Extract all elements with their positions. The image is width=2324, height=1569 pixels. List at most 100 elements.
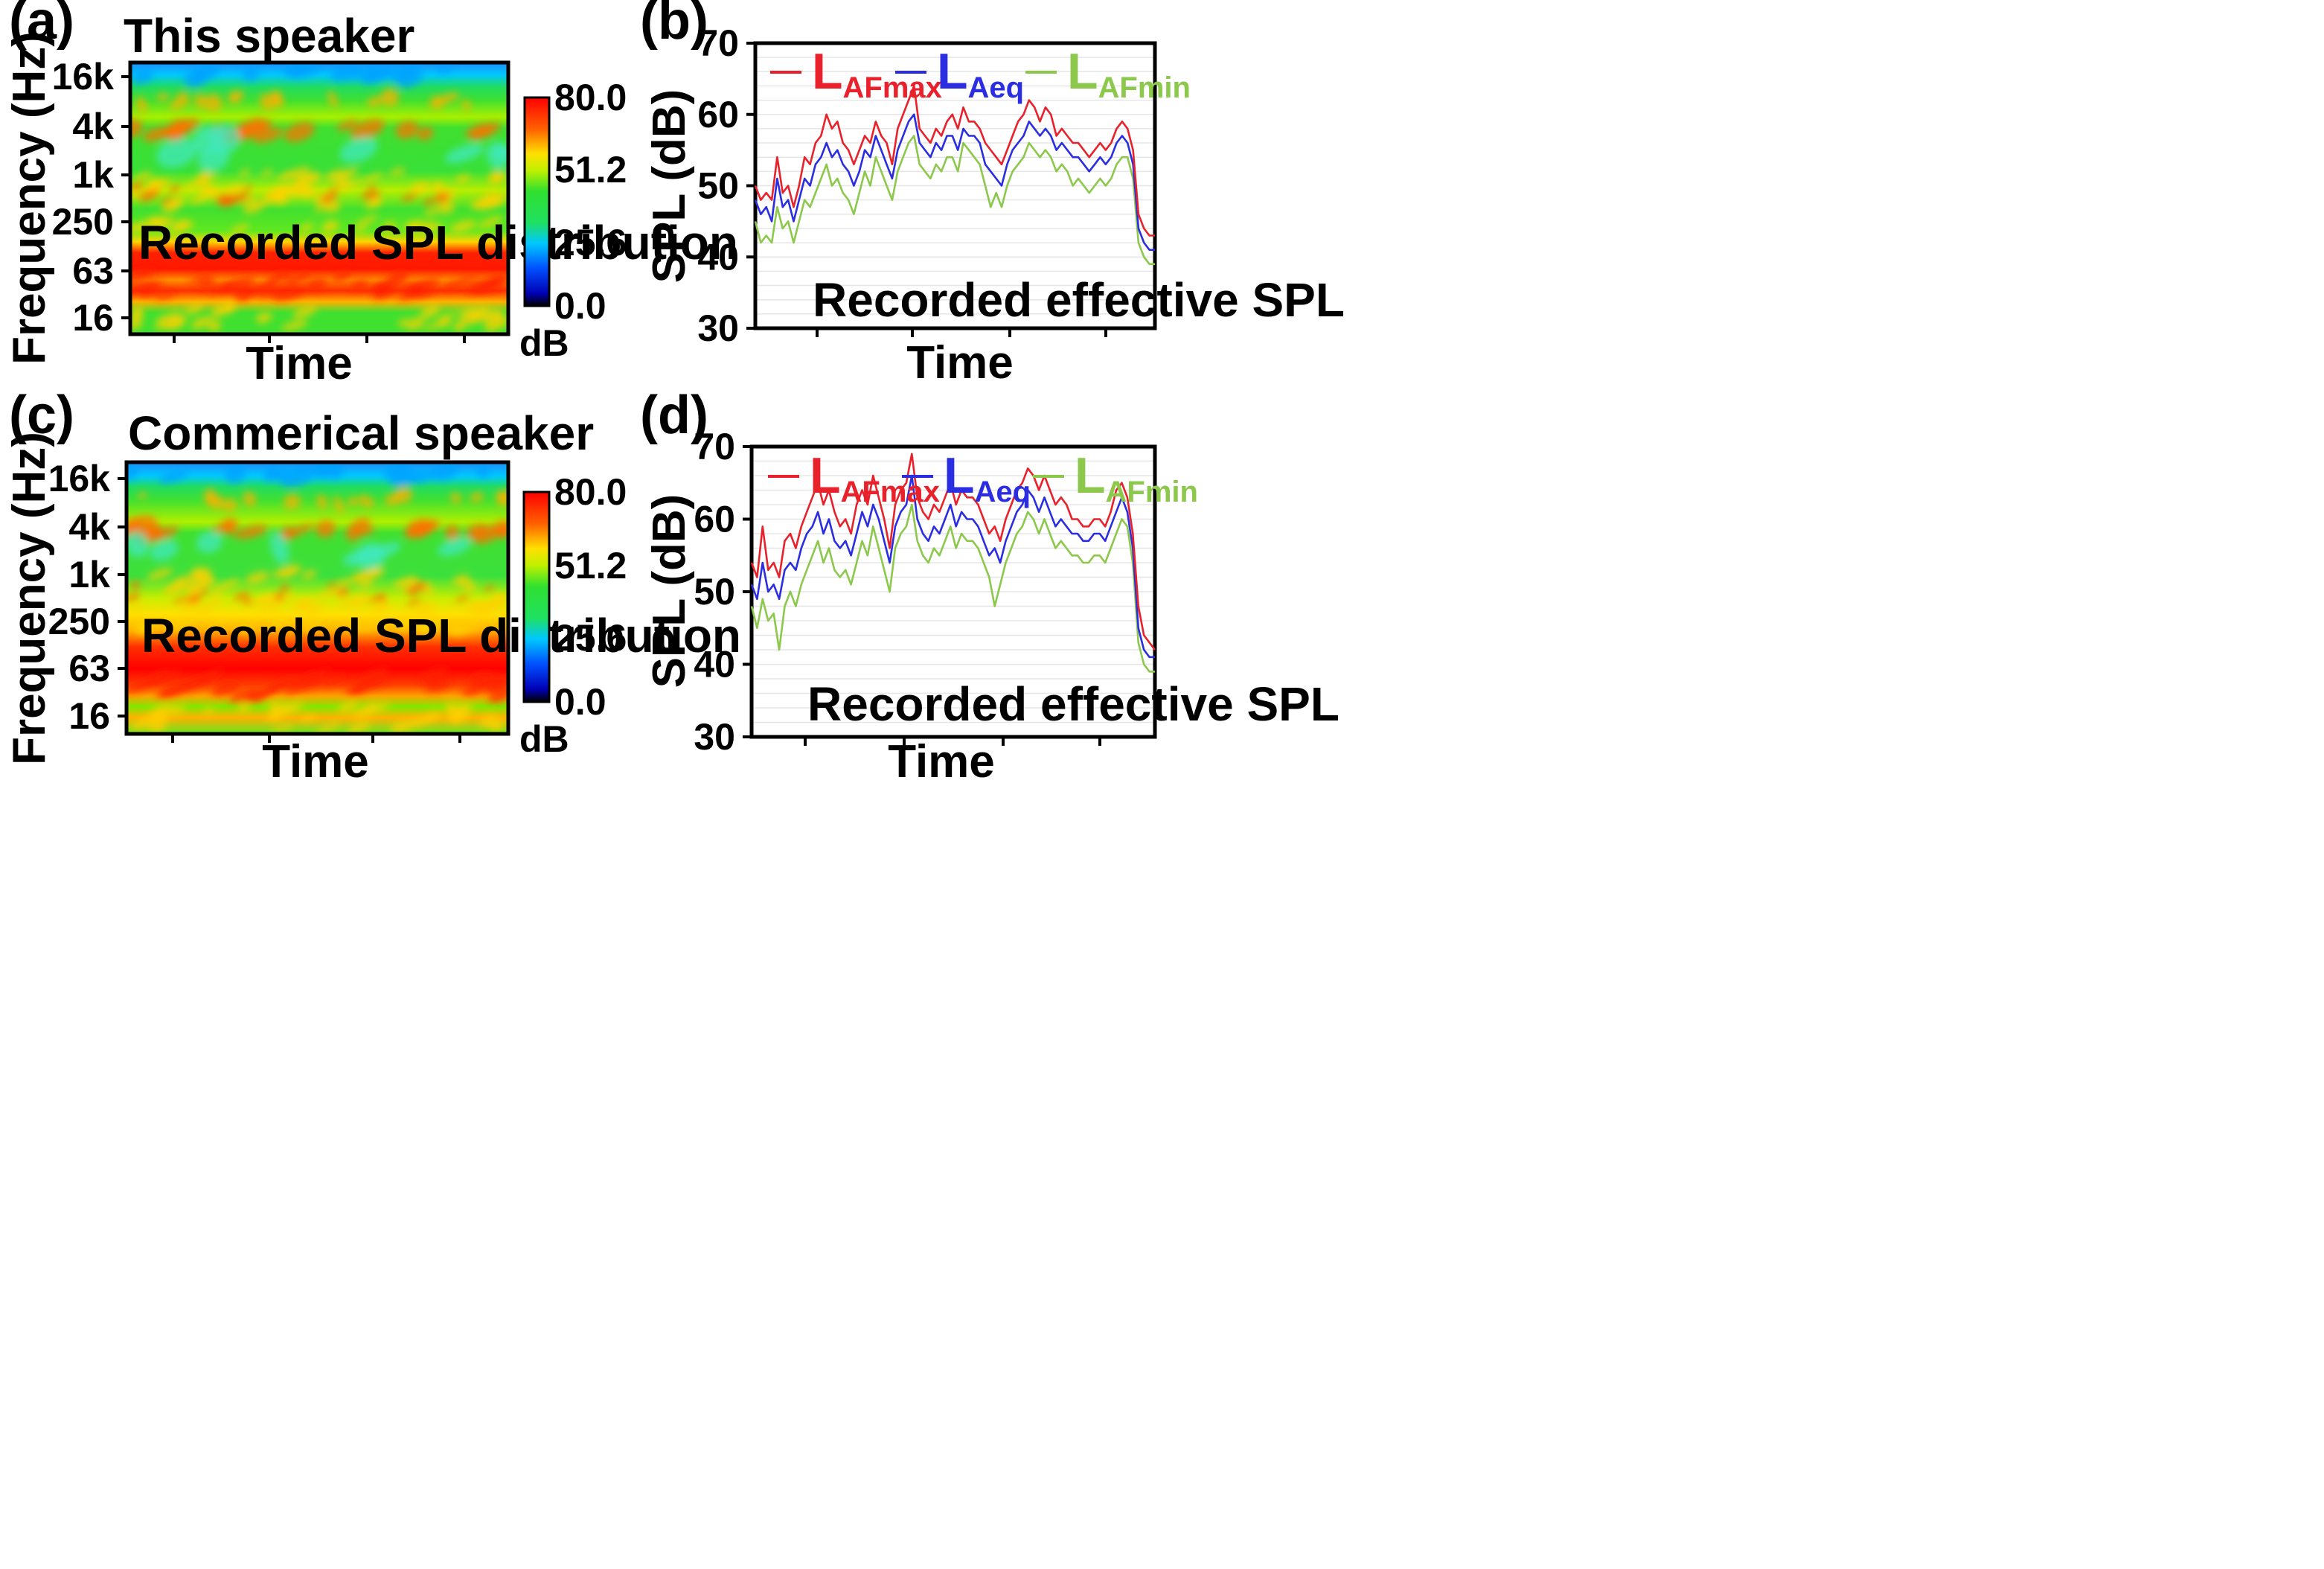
spectrogram-texture [272, 723, 294, 732]
spectrogram-texture [397, 319, 410, 327]
spectrogram-texture [390, 720, 414, 734]
spectrogram-texture [383, 221, 396, 233]
spectrogram-texture [315, 722, 341, 734]
spectrogram-texture [450, 492, 461, 504]
spectrogram-texture [414, 582, 426, 591]
spectrogram-texture [436, 63, 452, 74]
spectrogram-texture [198, 278, 217, 289]
spectrogram-texture [316, 494, 327, 510]
spectrogram-texture [284, 167, 310, 179]
spectrogram-texture [328, 187, 341, 194]
spectrogram-texture [145, 670, 175, 683]
ytick-label: 63 [68, 648, 110, 689]
spectrogram-texture [485, 191, 496, 198]
spectrogram-texture [407, 587, 417, 596]
colorbar-tick-label: 51.2 [554, 149, 627, 191]
ytick-label: 4k [68, 506, 110, 548]
linechart-d-ylabel: SPL (dB) [644, 494, 695, 688]
spectrogram-c-xlabel: Time [262, 736, 369, 787]
spectrogram-texture [336, 578, 353, 587]
ytick-label: 30 [694, 716, 735, 758]
spectrogram-texture [441, 92, 459, 103]
spectrogram-texture [455, 595, 470, 602]
spectrogram-texture [383, 462, 411, 482]
spectrogram-texture [156, 92, 169, 101]
spectrogram-texture [444, 143, 484, 164]
spectrogram-texture [127, 678, 159, 694]
series-line-afmax [750, 453, 1156, 651]
spectrogram-texture [371, 275, 409, 293]
spectrogram-texture [278, 701, 304, 716]
spectrogram-texture [192, 173, 218, 185]
spectrogram-texture [440, 312, 455, 320]
spectrogram-texture [358, 494, 368, 504]
ytick-label: 16 [68, 695, 110, 737]
spectrogram-texture [434, 193, 449, 202]
legend-entry: LAeq [944, 447, 1031, 508]
spectrogram-texture [399, 619, 415, 629]
spectrogram-texture [148, 178, 160, 187]
spectrogram-texture [350, 66, 374, 80]
spectrogram-texture [224, 464, 246, 483]
spectrogram-texture [243, 185, 252, 192]
spectrogram-texture [196, 605, 214, 616]
legend-entry: LAeq [937, 43, 1024, 104]
spectrogram-texture [138, 491, 147, 499]
spectrogram-texture [348, 496, 359, 506]
ytick-label: 1k [68, 554, 110, 595]
spectrogram-texture [476, 464, 490, 479]
spectrogram-texture [313, 462, 332, 479]
spectrogram-texture [368, 594, 385, 603]
ytick-label: 30 [697, 307, 739, 349]
spectrogram-texture [423, 206, 443, 216]
spectrogram-texture [266, 270, 292, 284]
spectrogram-texture [188, 273, 212, 284]
spectrogram-texture [406, 316, 426, 330]
spectrogram-texture [228, 92, 239, 104]
ytick-label: 1k [72, 154, 114, 196]
legend-entry: LAFmin [1075, 447, 1198, 508]
linechart-b-xaxis [816, 328, 1107, 337]
spectrogram-texture [156, 311, 183, 323]
spectrogram-texture [204, 488, 218, 507]
ytick-label: 40 [694, 644, 735, 686]
spectrogram-texture [269, 531, 289, 564]
spectrogram-a [130, 63, 508, 334]
spectrogram-texture [372, 602, 388, 612]
spectrogram-texture [160, 684, 194, 697]
spectrogram-texture [194, 93, 207, 109]
linechart-b-series [754, 85, 1155, 266]
legend-entry: LAFmax [810, 447, 940, 508]
spectrogram-texture [201, 184, 213, 193]
panel-c: (c) Commerical speaker 16k 4k 1k 250 63 16 Re… [4, 386, 741, 787]
spectrogram-texture [449, 220, 476, 233]
spectrogram-texture [350, 119, 385, 140]
spectrogram-texture [420, 304, 441, 319]
spectrogram-texture [272, 287, 306, 301]
spectrogram-texture [147, 569, 173, 580]
spectrogram-texture [452, 575, 470, 587]
series-line-afmax [754, 85, 1155, 237]
ytick-label: 16k [52, 56, 115, 98]
colorbar-tick-label: 0.0 [554, 285, 606, 327]
spectrogram-texture [240, 623, 252, 635]
spectrogram-texture [229, 687, 260, 703]
panel-c-subtitle: Commerical speaker [128, 406, 594, 460]
spectrogram-texture [385, 493, 403, 506]
ytick-label: 63 [72, 250, 114, 292]
spectrogram-texture [238, 169, 251, 176]
linechart-d-series [750, 453, 1156, 673]
linechart-b-ylabel: SPL (dB) [644, 89, 695, 284]
ytick-label: 50 [694, 571, 735, 613]
ytick-label: 250 [52, 201, 114, 243]
linechart-d-annotation: Recorded effective SPL [807, 677, 1339, 731]
colorbar-c-unit: dB [519, 718, 569, 760]
spectrogram-texture [146, 524, 163, 541]
spectrogram-texture [131, 715, 158, 730]
spectrogram-texture [155, 321, 169, 330]
spectrogram-texture [155, 291, 176, 300]
spectrogram-texture [401, 194, 418, 202]
spectrogram-texture [232, 289, 254, 302]
spectrogram-texture [237, 703, 251, 713]
